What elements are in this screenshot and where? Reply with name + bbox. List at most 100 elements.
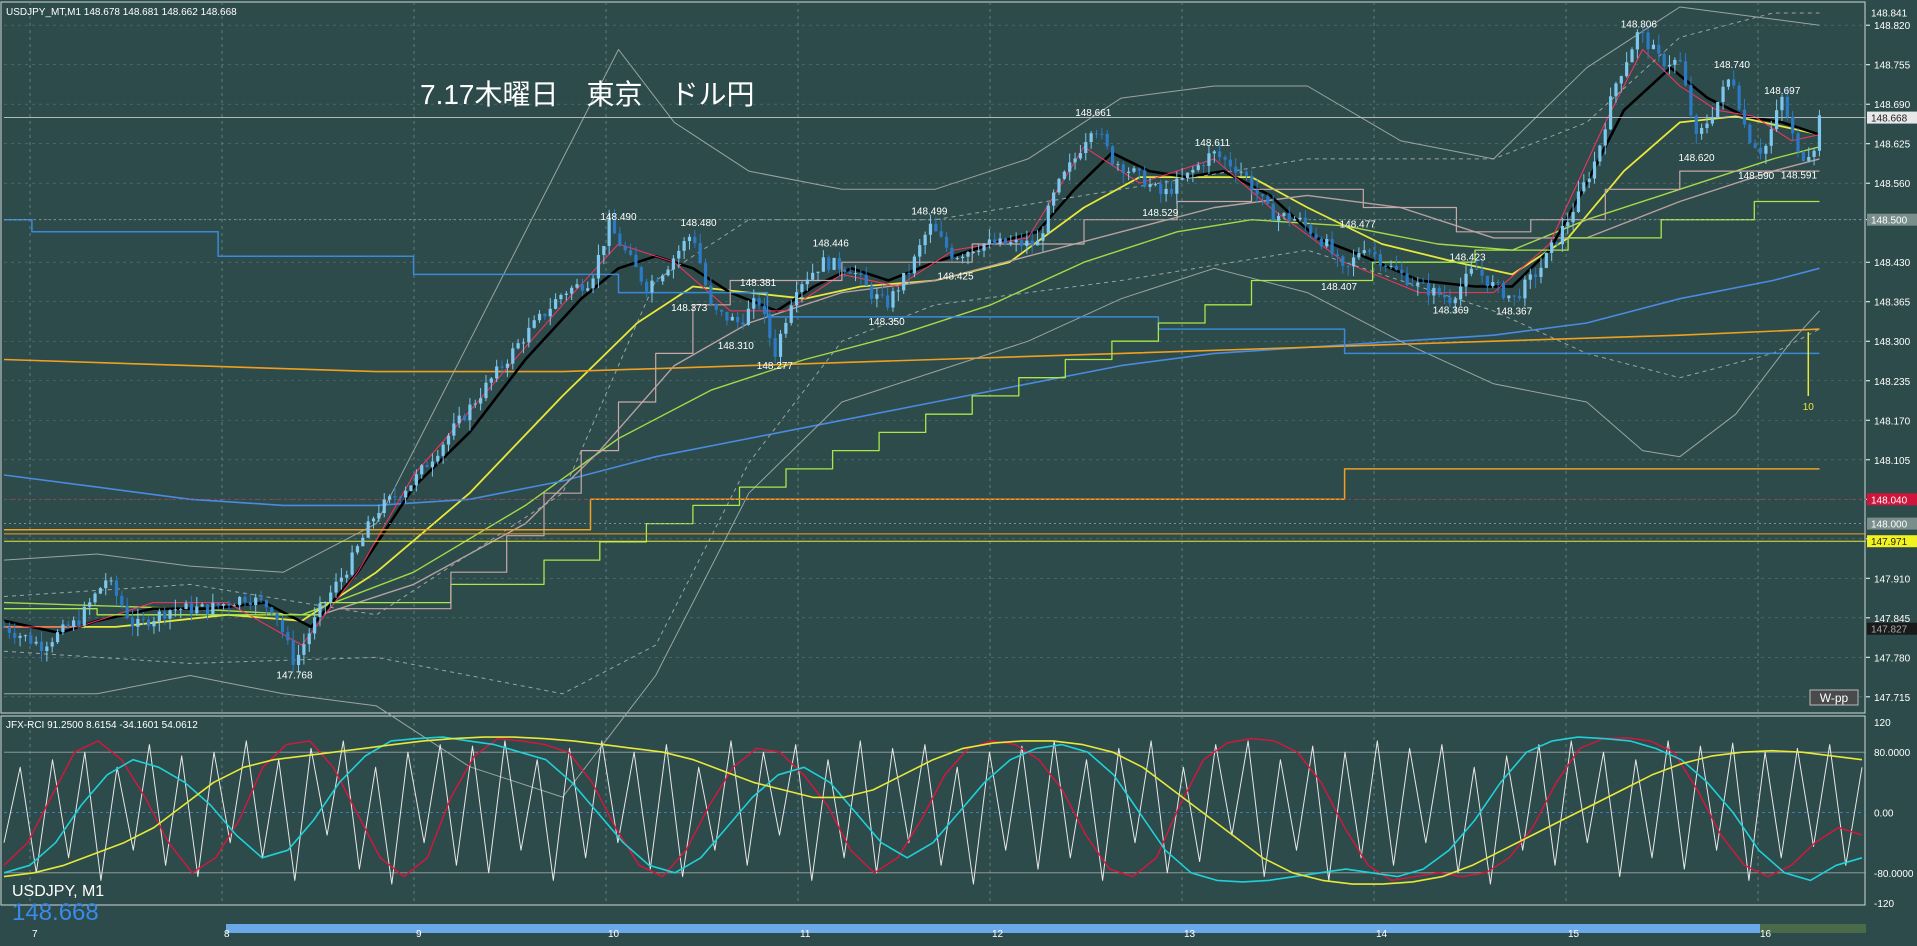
candle-body — [928, 223, 933, 235]
x-tick-label: 7 — [32, 929, 38, 940]
y-tick-label: 148.560 — [1874, 179, 1911, 190]
candle-body — [655, 280, 659, 282]
candle-body — [944, 236, 949, 248]
candle-body — [157, 611, 161, 622]
candle-body — [1346, 265, 1350, 267]
candle-body — [832, 257, 836, 270]
candle-body — [1678, 59, 1682, 62]
candle-body — [23, 635, 28, 637]
candle-body — [1373, 251, 1377, 255]
candle-body — [152, 621, 156, 627]
candle-body — [1287, 213, 1291, 221]
candle-body — [650, 280, 654, 293]
candle-body — [789, 305, 793, 323]
rci-tick-label: -80.0000 — [1874, 869, 1914, 880]
candle-body — [1266, 196, 1270, 204]
candle-body — [1534, 274, 1538, 277]
candle-body — [1437, 287, 1441, 295]
candle-body — [1244, 171, 1249, 176]
candle-body — [1791, 117, 1795, 134]
price-tag: 148.668 — [1867, 111, 1917, 125]
candle-body — [1475, 268, 1479, 270]
candle-body — [1566, 222, 1570, 226]
candle-body — [1775, 110, 1779, 130]
footer-last-price: 148.668 — [12, 899, 99, 926]
candle-body — [1726, 79, 1731, 87]
candle-body — [880, 294, 884, 296]
candle-body — [114, 580, 119, 596]
rci-tick-label: 80.0000 — [1874, 748, 1911, 759]
candle-body — [1014, 240, 1018, 243]
candle-body — [1405, 273, 1409, 286]
price-tag-label: 147.827 — [1871, 625, 1908, 636]
candle-body — [93, 593, 97, 603]
candle-body — [436, 455, 440, 462]
candle-body — [1700, 127, 1704, 134]
candle-body — [259, 597, 263, 601]
candle-body — [1683, 61, 1688, 86]
candle-body — [39, 641, 44, 651]
candle-body — [1603, 129, 1607, 146]
candle-body — [1432, 287, 1436, 296]
price-extreme-label: 148.620 — [1678, 153, 1715, 164]
candle-body — [939, 231, 943, 237]
candle-body — [1298, 217, 1302, 220]
candle-body — [607, 219, 611, 246]
candle-body — [543, 313, 547, 317]
candle-body — [698, 243, 702, 264]
candle-body — [163, 611, 167, 619]
price-extreme-label: 148.480 — [680, 218, 717, 229]
candle-body — [1539, 267, 1543, 277]
candle-body — [1758, 147, 1763, 154]
price-extreme-label: 148.373 — [671, 303, 708, 314]
candle-body — [1153, 184, 1157, 186]
candle-body — [1560, 225, 1564, 245]
candle-body — [254, 597, 258, 605]
candle-body — [1705, 123, 1709, 128]
candle-body — [184, 603, 188, 610]
candle-body — [1421, 282, 1425, 284]
candle-body — [1817, 115, 1822, 151]
candle-body — [1651, 44, 1656, 50]
candle-body — [1662, 53, 1666, 67]
candle-body — [564, 293, 568, 296]
candle-body — [982, 243, 986, 251]
candle-body — [559, 295, 563, 300]
price-tag: 148.841 — [1867, 6, 1917, 19]
price-extreme-label: 148.611 — [1195, 138, 1231, 149]
symbol-header: USDJPY_MT,M1 148.678 148.681 148.662 148… — [6, 7, 237, 18]
price-extreme-label: 148.661 — [1075, 108, 1112, 119]
candle-body — [211, 602, 215, 615]
candle-body — [1030, 240, 1034, 246]
candle-body — [1009, 242, 1013, 245]
candle-body — [784, 322, 788, 334]
price-tag-box — [1867, 622, 1917, 635]
candle-body — [371, 518, 376, 522]
x-tick-label: 11 — [800, 929, 811, 940]
candle-body — [661, 275, 665, 282]
candle-body — [1234, 166, 1238, 173]
candle-body — [907, 272, 911, 274]
price-tag-box — [1867, 517, 1917, 530]
candle-body — [88, 602, 92, 607]
candle-body — [1657, 44, 1661, 54]
candle-body — [837, 257, 842, 270]
candle-body — [473, 403, 477, 405]
price-tag: 148.000 — [1867, 517, 1917, 531]
candle-body — [195, 606, 199, 614]
y-tick-label: 148.820 — [1874, 21, 1911, 32]
wpp-button[interactable]: W-pp — [1809, 689, 1859, 706]
candle-body — [1480, 269, 1484, 276]
candle-body — [875, 294, 879, 299]
price-extreme-label: 148.277 — [757, 361, 794, 372]
scrollbar-track[interactable] — [226, 924, 1866, 933]
x-tick-label: 12 — [992, 929, 1004, 940]
x-tick-label: 16 — [1760, 929, 1772, 940]
y-tick-label: 147.845 — [1874, 614, 1911, 625]
scrollbar-thumb[interactable] — [1760, 924, 1866, 933]
rci-line — [3, 737, 1863, 882]
candle-body — [264, 600, 269, 608]
candle-body — [313, 617, 317, 634]
footer-symbol: USDJPY, M1 — [12, 883, 104, 900]
